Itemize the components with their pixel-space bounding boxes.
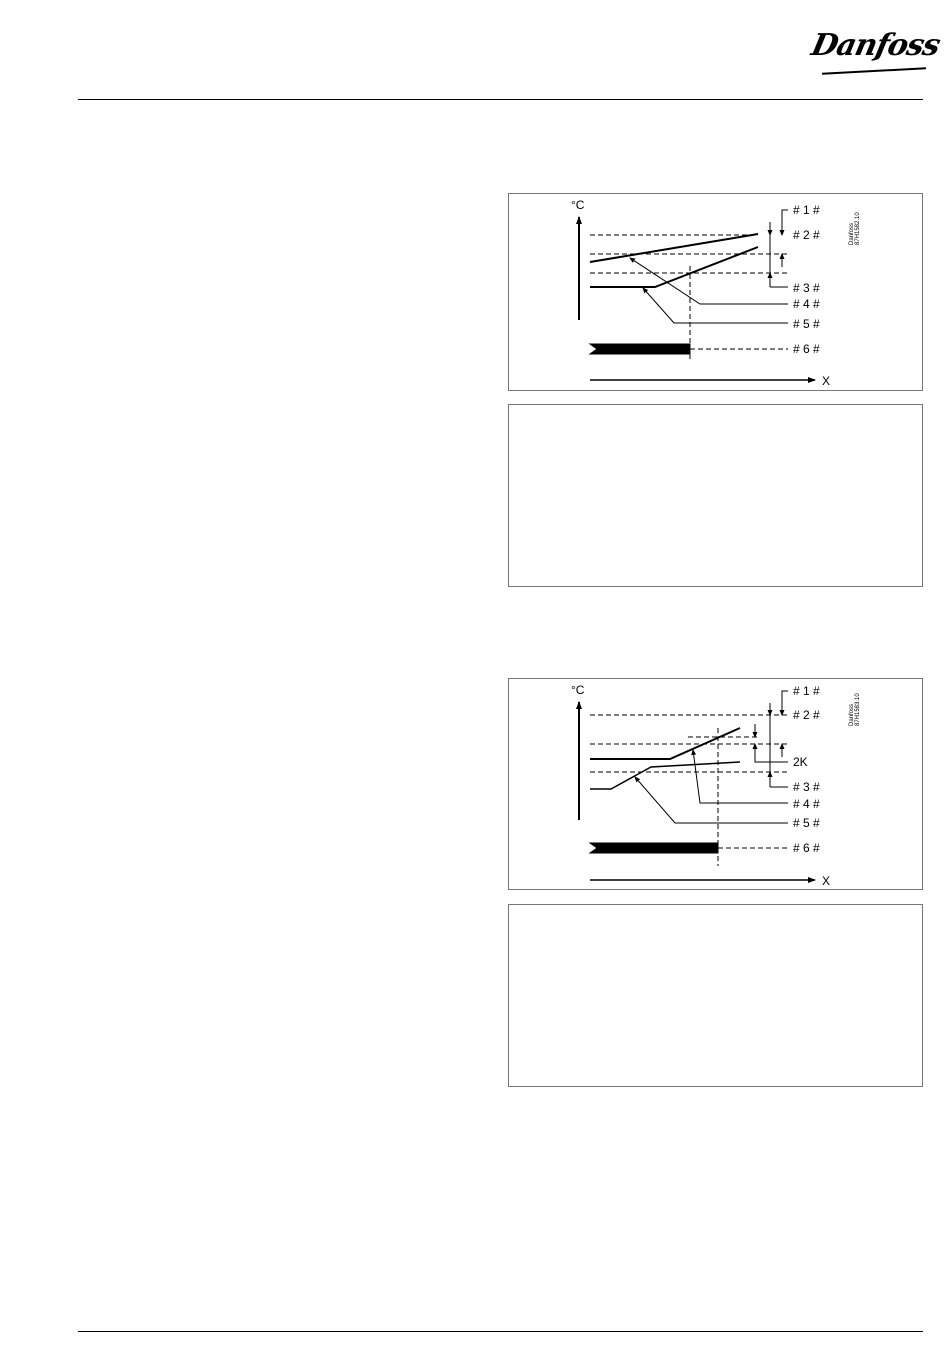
curve-4 xyxy=(589,233,759,263)
curve-5 xyxy=(590,246,759,288)
label-2: # 2 # xyxy=(793,228,820,242)
label-1: # 1 # xyxy=(793,203,820,217)
drawing-code-line2: 87H1582.10 xyxy=(855,212,861,245)
drawing-code-line1: Danfoss xyxy=(849,223,855,245)
label-4: # 4 # xyxy=(793,297,820,311)
label-5: # 5 # xyxy=(793,816,820,830)
diagram2: °C X # 1 # # 2 # 2K # 3 # # 4 # # 5 # # … xyxy=(571,683,861,888)
diagram1-frame xyxy=(508,193,923,391)
diagram2-frame xyxy=(508,678,923,890)
leader-4 xyxy=(629,257,788,305)
label-2k: 2K xyxy=(793,755,808,769)
curve-4 xyxy=(590,727,741,760)
label-2: # 2 # xyxy=(793,708,820,722)
label-3: # 3 # xyxy=(793,780,820,794)
footer-rule xyxy=(78,1331,923,1332)
x-axis-label: X xyxy=(822,874,830,888)
curve-5 xyxy=(590,761,741,790)
label-3: # 3 # xyxy=(793,281,820,295)
label-4: # 4 # xyxy=(793,797,820,811)
text-box-2 xyxy=(508,904,923,1087)
leader-4 xyxy=(691,749,788,804)
leader-5 xyxy=(634,776,788,824)
drawing-code-line1: Danfoss xyxy=(849,704,855,726)
label-5: # 5 # xyxy=(793,317,820,331)
text-box-1 xyxy=(508,404,923,587)
band-6 xyxy=(588,842,719,854)
x-axis-label: X xyxy=(822,374,830,388)
drawing-code-line2: 87H1583.10 xyxy=(855,693,861,726)
y-axis-label: °C xyxy=(571,683,585,697)
diagram1: °C X # 1 # # 2 # # 3 # # 4 # # 5 # # 6 #… xyxy=(571,198,861,388)
y-axis-label: °C xyxy=(571,198,585,212)
label-1: # 1 # xyxy=(793,684,820,698)
leader-5 xyxy=(642,287,788,324)
band-6 xyxy=(588,343,691,355)
header-rule xyxy=(78,99,923,100)
label-6: # 6 # xyxy=(793,841,820,855)
label-6: # 6 # xyxy=(793,342,820,356)
